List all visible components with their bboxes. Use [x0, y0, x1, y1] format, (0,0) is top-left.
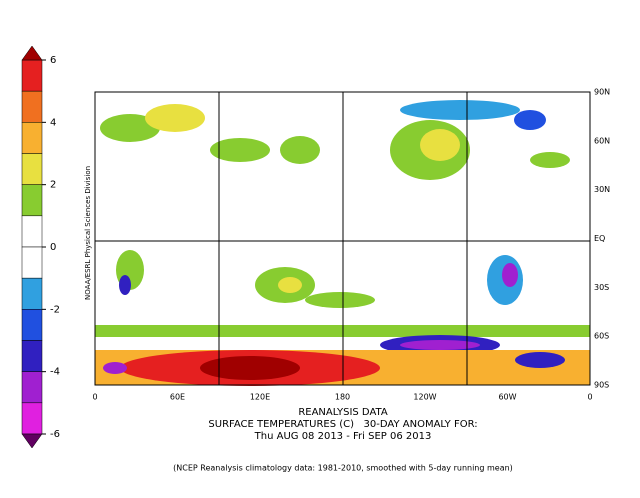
footnote: (NCEP Reanalysis climatology data: 1981-…	[173, 464, 513, 473]
colorbar-band	[21, 402, 43, 435]
colorbar-tick-label: 0	[50, 242, 56, 253]
colorbar-band	[21, 153, 43, 185]
lon-label: 60E	[170, 393, 185, 402]
colorbar-band	[21, 246, 43, 279]
colorbar-band	[21, 371, 43, 404]
colorbar-tick-label: 6	[50, 55, 56, 66]
lon-label: 0	[92, 393, 97, 402]
lon-label: 120W	[413, 393, 436, 402]
lat-label: 30S	[594, 283, 609, 292]
lat-label: 30N	[594, 185, 610, 194]
colorbar-band	[21, 90, 43, 123]
lon-label: 60W	[498, 393, 516, 402]
colorbar-band	[21, 122, 43, 154]
lat-label: 60S	[594, 332, 609, 341]
caption-line: Thu AUG 08 2013 - Fri SEP 06 2013	[254, 431, 432, 442]
colorbar-tick-label: -6	[50, 429, 60, 440]
lat-label: 90N	[594, 88, 610, 97]
colorbar-tick-label: 4	[50, 117, 56, 128]
colorbar-over	[21, 45, 43, 61]
caption-line: SURFACE TEMPERATURES (C) 30-DAY ANOMALY …	[208, 419, 477, 430]
map-field	[94, 91, 591, 386]
lon-label: 0	[587, 393, 592, 402]
colorbar-band	[21, 184, 43, 217]
colorbar-band	[21, 277, 43, 310]
colorbar-tick-label: -2	[50, 304, 60, 315]
colorbar-band	[21, 59, 43, 92]
credit: NOAA/ESRL Physical Sciences Division	[84, 166, 92, 300]
lat-label: EQ	[594, 234, 605, 243]
caption-line: REANALYSIS DATA	[298, 407, 388, 418]
colorbar-tick-label: -4	[50, 367, 60, 378]
lon-label: 120E	[250, 393, 270, 402]
colorbar-under	[21, 433, 43, 449]
colorbar-band	[21, 215, 43, 248]
lat-label: 90S	[594, 381, 609, 390]
colorbar-tick-label: 2	[50, 180, 56, 191]
lat-label: 60N	[594, 136, 610, 145]
colorbar-band	[21, 340, 43, 372]
lon-label: 180	[335, 393, 350, 402]
colorbar-band	[21, 309, 43, 341]
